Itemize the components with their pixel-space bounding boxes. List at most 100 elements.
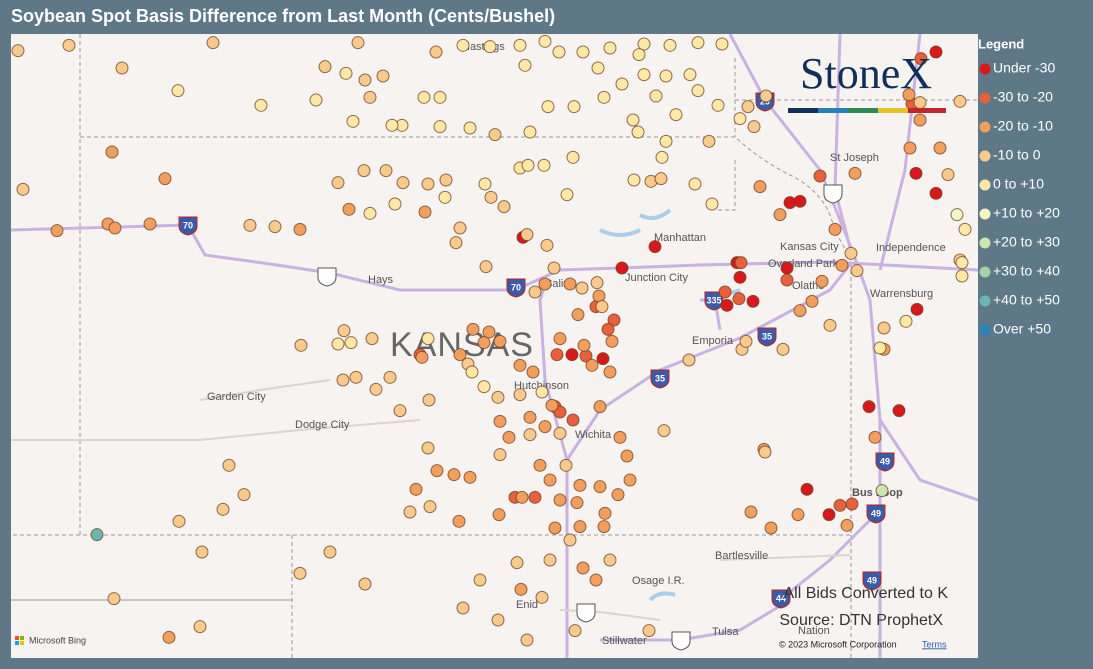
basis-point bbox=[607, 313, 621, 327]
basis-point bbox=[575, 281, 589, 295]
logo-bar bbox=[818, 108, 848, 113]
basis-point bbox=[732, 292, 746, 306]
basis-point bbox=[538, 277, 552, 291]
basis-point bbox=[566, 150, 580, 164]
basis-point bbox=[682, 353, 696, 367]
basis-point bbox=[369, 382, 383, 396]
terms-link[interactable]: Terms bbox=[922, 639, 947, 649]
basis-point bbox=[492, 508, 506, 522]
basis-point bbox=[955, 256, 969, 270]
basis-point bbox=[216, 502, 230, 516]
basis-point bbox=[791, 508, 805, 522]
basis-point bbox=[822, 508, 836, 522]
basis-point bbox=[605, 334, 619, 348]
basis-point bbox=[914, 52, 928, 66]
basis-point bbox=[868, 430, 882, 444]
basis-point bbox=[50, 224, 64, 238]
basis-point bbox=[342, 202, 356, 216]
basis-point bbox=[358, 577, 372, 591]
basis-point bbox=[764, 521, 778, 535]
basis-point bbox=[565, 348, 579, 362]
basis-point bbox=[158, 172, 172, 186]
shield-label: 35 bbox=[655, 373, 665, 383]
basis-point bbox=[403, 505, 417, 519]
basis-point bbox=[497, 200, 511, 214]
shield bbox=[757, 327, 777, 347]
basis-point bbox=[491, 613, 505, 627]
basis-point bbox=[339, 66, 353, 80]
basis-point bbox=[576, 561, 590, 575]
logo-text: StoneX bbox=[800, 49, 932, 98]
basis-point bbox=[502, 430, 516, 444]
basis-point bbox=[597, 520, 611, 534]
basis-point bbox=[603, 553, 617, 567]
basis-point bbox=[543, 553, 557, 567]
basis-point bbox=[563, 277, 577, 291]
basis-point bbox=[848, 166, 862, 180]
basis-point bbox=[528, 490, 542, 504]
basis-point bbox=[438, 190, 452, 204]
basis-point bbox=[172, 514, 186, 528]
basis-point bbox=[243, 218, 257, 232]
basis-point bbox=[597, 90, 611, 104]
basis-point bbox=[601, 322, 615, 336]
basis-point bbox=[805, 294, 819, 308]
basis-point bbox=[538, 420, 552, 434]
map: Hastings St Joseph Manhattan Kansas City… bbox=[11, 34, 978, 658]
legend-label: 0 to +10 bbox=[993, 176, 1044, 192]
basis-point bbox=[657, 424, 671, 438]
basis-point bbox=[456, 38, 470, 52]
place-label: Garden City bbox=[207, 391, 266, 403]
basis-point bbox=[523, 125, 537, 139]
legend-swatch bbox=[979, 92, 991, 104]
basis-point bbox=[510, 556, 524, 570]
basis-point bbox=[376, 69, 390, 83]
shield bbox=[317, 267, 337, 287]
place-label: Enid bbox=[516, 599, 538, 611]
basis-point bbox=[780, 261, 794, 275]
basis-point bbox=[349, 370, 363, 384]
basis-point bbox=[711, 98, 725, 112]
basis-point bbox=[591, 61, 605, 75]
basis-point bbox=[659, 134, 673, 148]
basis-point bbox=[545, 398, 559, 412]
basis-point bbox=[649, 89, 663, 103]
basis-point bbox=[293, 566, 307, 580]
basis-point bbox=[615, 77, 629, 91]
basis-point bbox=[929, 186, 943, 200]
basis-point bbox=[473, 573, 487, 587]
basis-point bbox=[318, 60, 332, 74]
shield bbox=[506, 278, 526, 298]
basis-point bbox=[835, 258, 849, 272]
legend-label: +10 to +20 bbox=[993, 205, 1060, 221]
basis-point bbox=[550, 348, 564, 362]
basis-point bbox=[526, 365, 540, 379]
basis-point bbox=[718, 285, 732, 299]
basis-point bbox=[195, 545, 209, 559]
basis-point bbox=[171, 84, 185, 98]
basis-point bbox=[877, 321, 891, 335]
basis-point bbox=[589, 573, 603, 587]
basis-point bbox=[850, 264, 864, 278]
basis-point bbox=[162, 630, 176, 644]
note: All Bids Converted to K bbox=[783, 585, 948, 602]
basis-point bbox=[429, 45, 443, 59]
place-label: Stillwater bbox=[602, 635, 647, 647]
basis-point bbox=[447, 468, 461, 482]
interstate-70 bbox=[11, 223, 978, 292]
place-label: Bartlesville bbox=[715, 550, 768, 562]
shield bbox=[866, 504, 886, 524]
legend-label: +40 to +50 bbox=[993, 292, 1060, 308]
basis-point bbox=[538, 34, 552, 48]
basis-point bbox=[691, 84, 705, 98]
basis-point bbox=[477, 336, 491, 350]
shield bbox=[862, 571, 882, 591]
basis-point bbox=[793, 304, 807, 318]
basis-point bbox=[433, 90, 447, 104]
place-label: Tulsa bbox=[712, 626, 739, 638]
basis-point bbox=[483, 40, 497, 54]
basis-point bbox=[615, 261, 629, 275]
basis-point bbox=[593, 480, 607, 494]
basis-point bbox=[592, 289, 606, 303]
place-label: Hays bbox=[368, 274, 394, 286]
